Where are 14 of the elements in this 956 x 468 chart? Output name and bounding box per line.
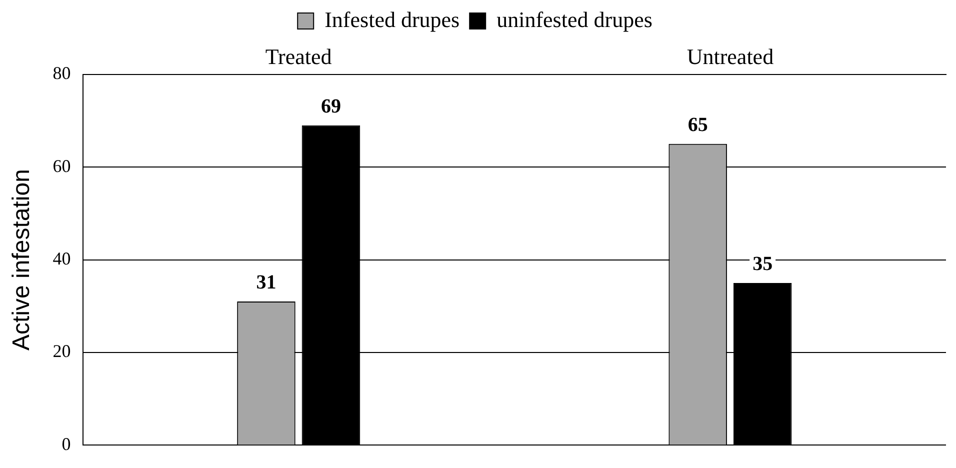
legend-label: Infested drupes: [324, 6, 460, 32]
data-label: 35: [752, 253, 773, 276]
y-tick-label: 80: [52, 63, 71, 84]
legend-label: uninfested drupes: [496, 6, 652, 32]
data-label: 65: [688, 114, 708, 136]
data-label: 31: [256, 272, 276, 294]
y-tick-label: 20: [52, 341, 71, 362]
y-tick-label: 60: [52, 156, 71, 176]
data-label: 69: [320, 96, 341, 118]
y-tick-label: 0: [62, 434, 71, 454]
y-tick-label: 40: [52, 248, 71, 269]
x-tick-label: Treated: [265, 44, 332, 69]
x-tick-label: Untreated: [686, 44, 774, 69]
y-axis-title: Active infestation: [8, 169, 36, 351]
